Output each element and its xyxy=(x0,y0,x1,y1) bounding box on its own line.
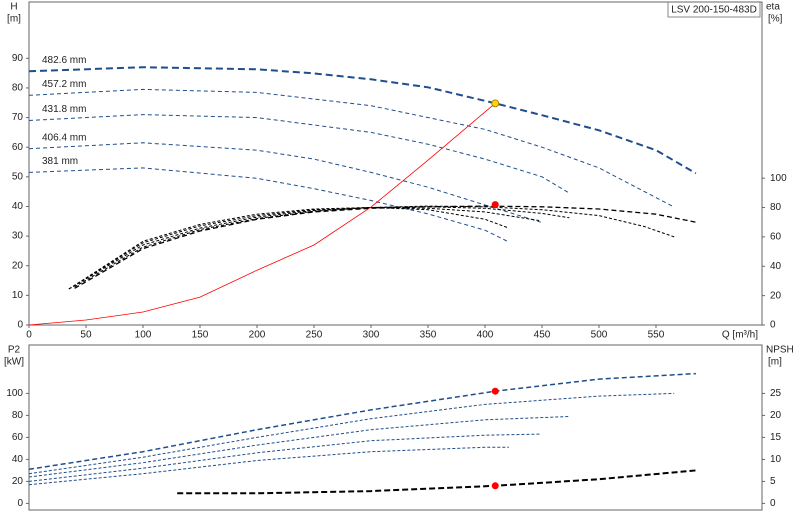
curve-label: 381 mm xyxy=(42,156,78,167)
x-tick-label: 150 xyxy=(192,330,209,341)
y-tick-label: 0 xyxy=(17,320,23,331)
x-tick-label: 450 xyxy=(534,330,551,341)
curve xyxy=(68,206,541,290)
y2-tick-label: 10 xyxy=(770,454,782,465)
x-tick-label: 400 xyxy=(477,330,494,341)
curve xyxy=(68,206,570,290)
y-tick-label: 100 xyxy=(6,388,23,399)
model-name: LSV 200-150-483D xyxy=(671,5,757,16)
y-tick-label: 30 xyxy=(12,231,24,242)
curve xyxy=(28,392,675,475)
y-axis-title: P2 xyxy=(8,345,21,356)
curve xyxy=(28,167,510,243)
y2-axis-title: eta xyxy=(766,2,780,13)
curve xyxy=(28,372,696,471)
plot-frame xyxy=(28,344,763,511)
curve xyxy=(28,433,541,482)
x-tick-label: 500 xyxy=(591,330,608,341)
x-tick-label: 550 xyxy=(648,330,665,341)
x-axis-title: Q [m³/h] xyxy=(722,330,758,341)
curve xyxy=(28,102,496,326)
y-tick-label: 60 xyxy=(12,432,24,443)
y-tick-label: 60 xyxy=(12,142,24,153)
curve xyxy=(177,469,696,495)
curve-label: 406.4 mm xyxy=(42,132,86,143)
curve-label: 457.2 mm xyxy=(42,79,86,90)
x-tick-label: 200 xyxy=(249,330,266,341)
curve xyxy=(28,446,509,486)
y-tick-label: 40 xyxy=(12,201,24,212)
x-tick-label: 350 xyxy=(420,330,437,341)
y-axis-title: H xyxy=(10,2,17,13)
curve xyxy=(28,114,570,194)
y2-tick-label: 100 xyxy=(770,173,787,184)
y2-tick-label: 20 xyxy=(770,410,782,421)
x-tick-label: 300 xyxy=(363,330,380,341)
curve xyxy=(74,205,675,288)
y2-axis-unit: [m] xyxy=(768,357,782,368)
x-tick-label: 0 xyxy=(26,330,32,341)
y-tick-label: 80 xyxy=(12,83,24,94)
duty-point xyxy=(491,482,499,490)
y2-tick-label: 0 xyxy=(770,320,776,331)
y2-tick-label: 20 xyxy=(770,290,782,301)
y-tick-label: 40 xyxy=(12,454,24,465)
y2-tick-label: 5 xyxy=(770,476,776,487)
y-tick-label: 20 xyxy=(12,476,24,487)
plot-frame xyxy=(28,1,763,326)
y2-tick-label: 60 xyxy=(770,232,782,243)
y-tick-label: 10 xyxy=(12,290,24,301)
y-axis-unit: [kW] xyxy=(4,357,24,368)
curve xyxy=(28,416,570,478)
y2-tick-label: 80 xyxy=(770,202,782,213)
curve xyxy=(28,142,541,223)
curve xyxy=(68,206,510,290)
y-tick-label: 50 xyxy=(12,171,24,182)
y2-axis-title: NPSH xyxy=(766,345,794,356)
duty-point xyxy=(491,99,500,108)
curve-label: 431.8 mm xyxy=(42,104,86,115)
curve xyxy=(28,66,697,175)
y2-axis-unit: [%] xyxy=(768,14,783,25)
y2-tick-label: 15 xyxy=(770,432,782,443)
duty-point xyxy=(491,387,499,395)
y-axis-unit: [m] xyxy=(7,14,21,25)
y-tick-label: 90 xyxy=(12,53,24,64)
y-tick-label: 20 xyxy=(12,260,24,271)
y-tick-label: 70 xyxy=(12,112,24,123)
y2-tick-label: 40 xyxy=(770,261,782,272)
y2-tick-label: 0 xyxy=(770,498,776,509)
x-tick-label: 100 xyxy=(135,330,152,341)
duty-point xyxy=(491,201,499,209)
x-tick-label: 50 xyxy=(80,330,92,341)
y-tick-label: 0 xyxy=(17,498,23,509)
curve xyxy=(28,88,675,208)
x-tick-label: 250 xyxy=(306,330,323,341)
y-tick-label: 80 xyxy=(12,410,24,421)
curve-label: 482.6 mm xyxy=(42,55,86,66)
curve xyxy=(74,205,697,289)
y2-tick-label: 25 xyxy=(770,388,782,399)
